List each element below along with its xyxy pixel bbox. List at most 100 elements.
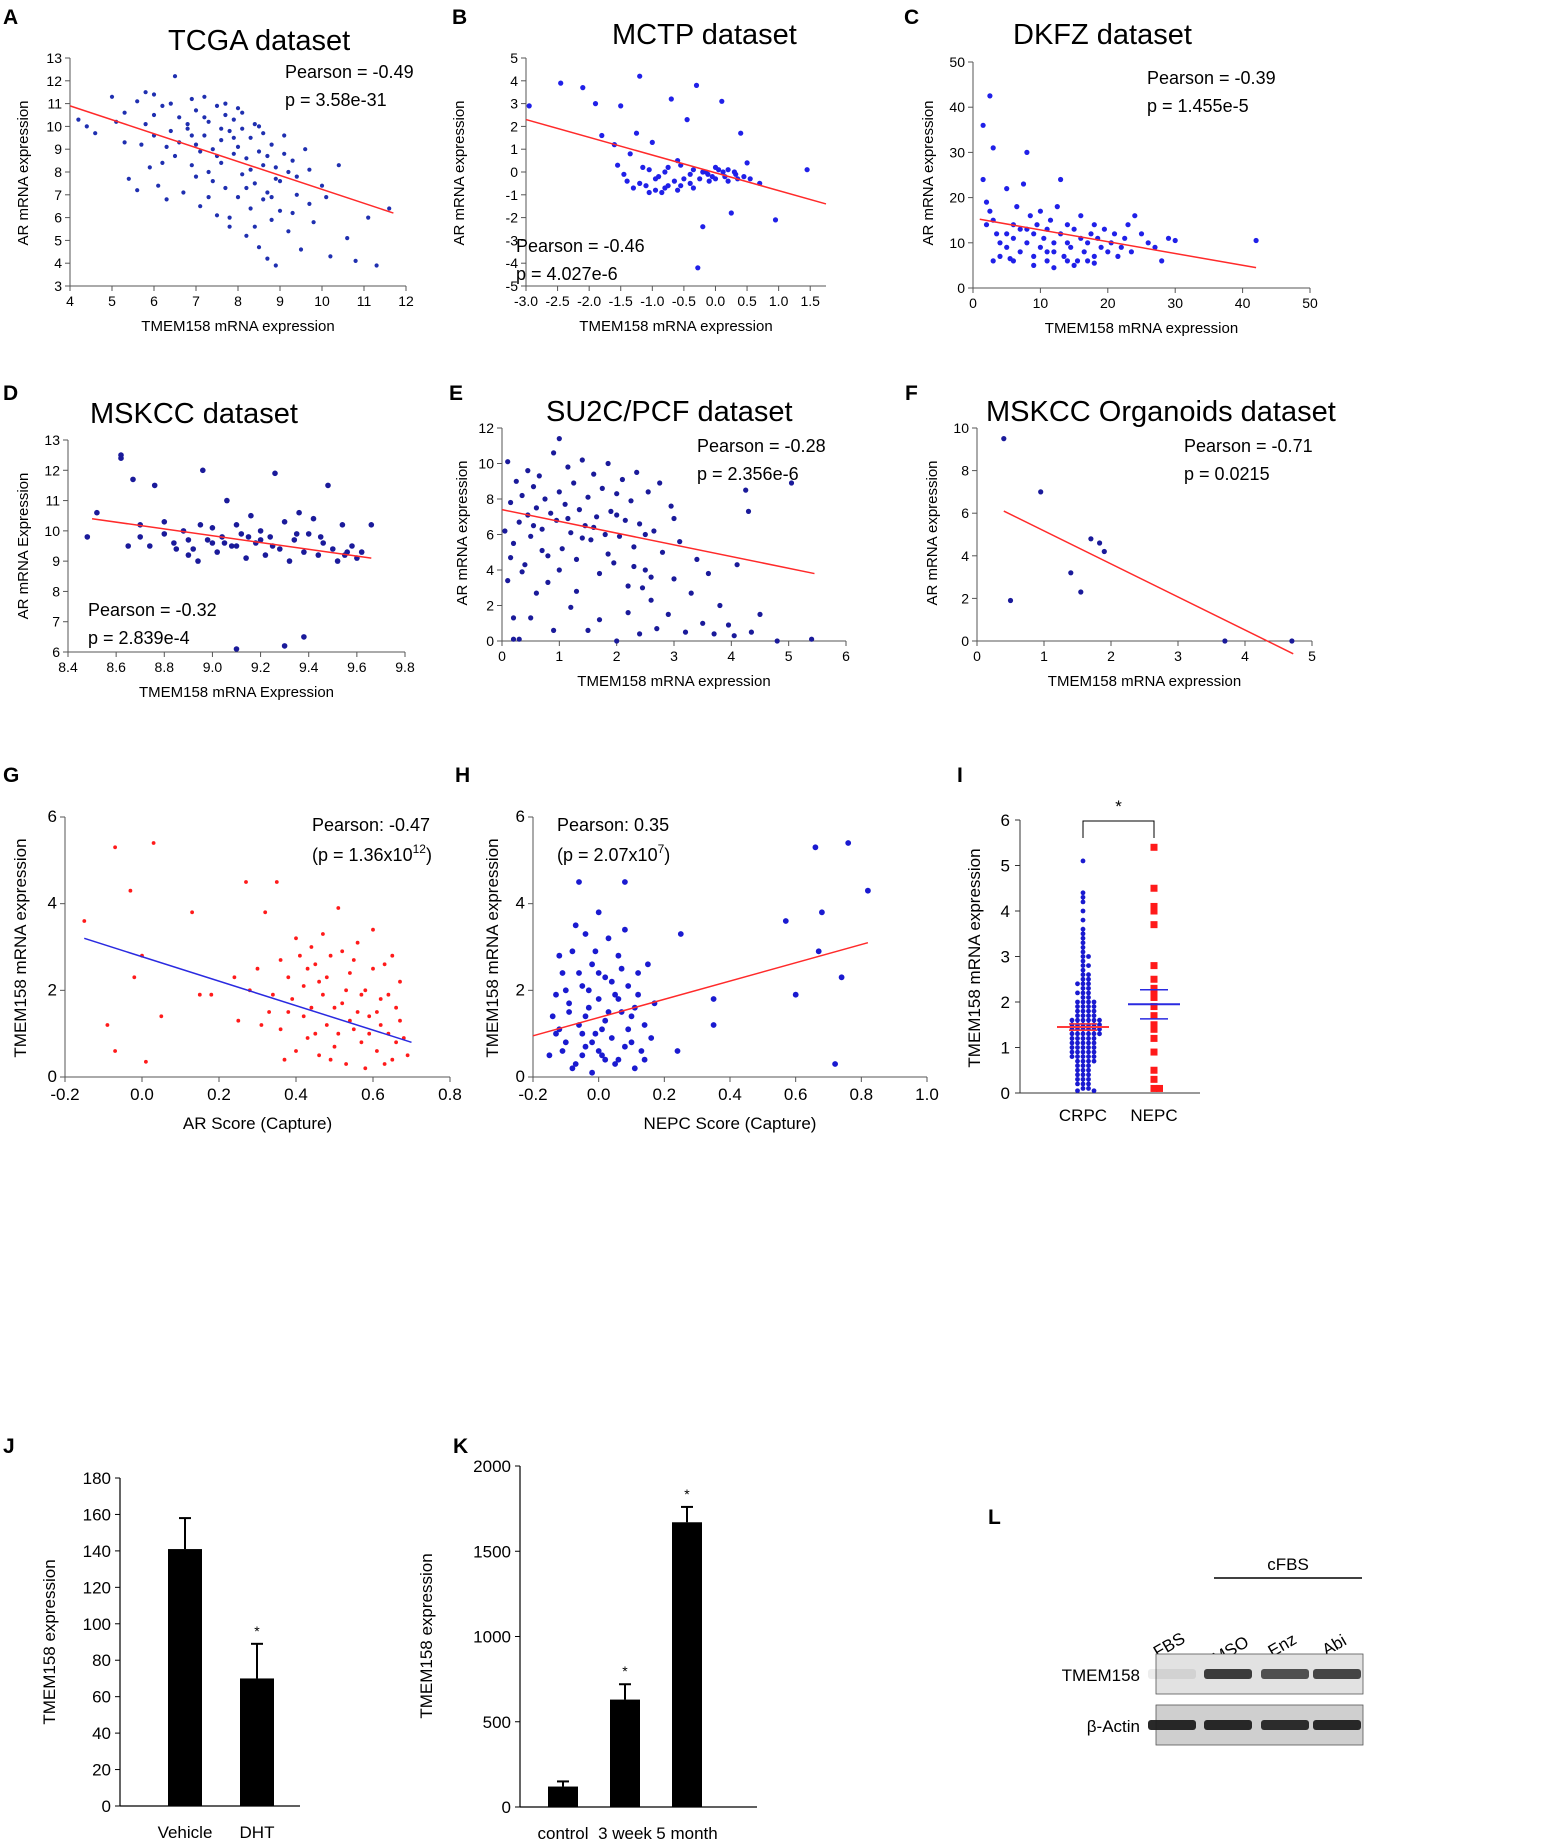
data-point (1128, 249, 1134, 255)
data-point (602, 531, 608, 538)
data-point (526, 103, 532, 109)
data-point (1081, 249, 1087, 255)
data-point (1091, 222, 1097, 228)
data-point (151, 112, 157, 118)
data-point (635, 970, 641, 976)
data-point (328, 1057, 333, 1062)
data-point (804, 167, 810, 173)
data-point (294, 1049, 298, 1053)
data-point (109, 94, 115, 99)
data-point (214, 213, 220, 218)
p-value-stat: (p = 2.07x107) (557, 842, 670, 865)
p-value-stat: p = 3.58e-31 (285, 90, 387, 110)
data-point (616, 533, 623, 539)
data-point (687, 180, 693, 186)
data-point (394, 1040, 398, 1045)
data-point (345, 236, 350, 241)
data-point (697, 176, 703, 182)
data-point (248, 206, 253, 211)
data-point (980, 176, 986, 183)
data-point (694, 556, 700, 563)
data-point (1080, 1072, 1086, 1078)
data-point (734, 562, 740, 568)
data-point (1080, 926, 1086, 932)
data-point (725, 178, 731, 184)
x-tick-label: 40 (1235, 295, 1251, 311)
data-point (643, 183, 649, 189)
data-point (1080, 985, 1086, 991)
data-point (1069, 1040, 1075, 1046)
data-point (197, 992, 202, 997)
data-point (1091, 1058, 1097, 1064)
x-tick-label: 20 (1100, 295, 1116, 311)
data-point (1075, 1040, 1080, 1046)
data-point (200, 467, 206, 474)
data-point (983, 222, 990, 228)
data-point (1125, 222, 1131, 228)
x-axis-label: TMEM158 mRNA expression (577, 673, 770, 690)
data-point (580, 85, 586, 91)
data-point (252, 122, 257, 127)
x-tick-label: 4 (1241, 648, 1249, 664)
data-point (1069, 1054, 1075, 1059)
data-point (1080, 1086, 1086, 1091)
data-point (652, 187, 659, 193)
data-point (546, 1052, 553, 1059)
data-point (93, 131, 98, 136)
data-point (367, 1031, 372, 1036)
data-point (1150, 907, 1158, 915)
regression-line (525, 118, 827, 205)
data-point (248, 512, 254, 519)
data-point (585, 627, 591, 634)
x-tick-label: 6 (842, 648, 850, 664)
data-point (224, 497, 230, 504)
data-point (76, 117, 81, 122)
data-point (151, 92, 157, 97)
data-point (622, 517, 628, 523)
blot-band (1148, 1669, 1196, 1679)
y-tick-label: 160 (83, 1505, 111, 1524)
y-tick-label: 8 (961, 463, 969, 479)
data-point (209, 525, 216, 531)
data-point (348, 971, 352, 975)
data-point (599, 1052, 605, 1059)
data-point (1080, 1058, 1086, 1064)
data-point (223, 101, 228, 106)
data-point (1086, 954, 1091, 959)
data-point (1017, 249, 1023, 255)
data-point (147, 165, 152, 170)
y-tick-label: -3 (506, 232, 519, 248)
data-point (634, 469, 640, 475)
y-tick-label: 11 (47, 96, 62, 112)
data-point (303, 147, 308, 152)
data-point (510, 615, 517, 621)
y-tick-label: 5 (510, 50, 518, 66)
data-point (267, 534, 274, 540)
data-point (519, 569, 525, 575)
data-point (1150, 1025, 1158, 1033)
x-tick-label: 0.8 (850, 1085, 874, 1104)
data-point (310, 515, 317, 522)
data-point (1080, 1008, 1086, 1014)
data-point (1075, 1036, 1080, 1041)
data-point (340, 1001, 345, 1006)
data-point (1037, 208, 1043, 214)
x-tick-label: 6 (150, 293, 158, 309)
panel-label: K (453, 1435, 468, 1458)
data-point (646, 189, 652, 196)
p-value-stat: p = 2.839e-4 (88, 628, 190, 648)
y-tick-label: 10 (478, 456, 494, 472)
data-point (214, 549, 220, 555)
panel-i: I 0 1 2 3 4 5 6 TMEM158 mRNA expression CRPC NEPC * (957, 764, 1200, 1125)
data-point (710, 996, 717, 1002)
data-point (340, 949, 345, 954)
data-point (690, 185, 697, 191)
data-point (980, 122, 986, 128)
p-value-stat: p = 1.455e-5 (1147, 96, 1249, 116)
data-point (198, 204, 203, 209)
x-tick-label: 0.0 (587, 1085, 611, 1104)
data-point (677, 931, 684, 937)
data-point (659, 549, 666, 555)
data-point (502, 528, 508, 534)
data-point (190, 546, 196, 552)
